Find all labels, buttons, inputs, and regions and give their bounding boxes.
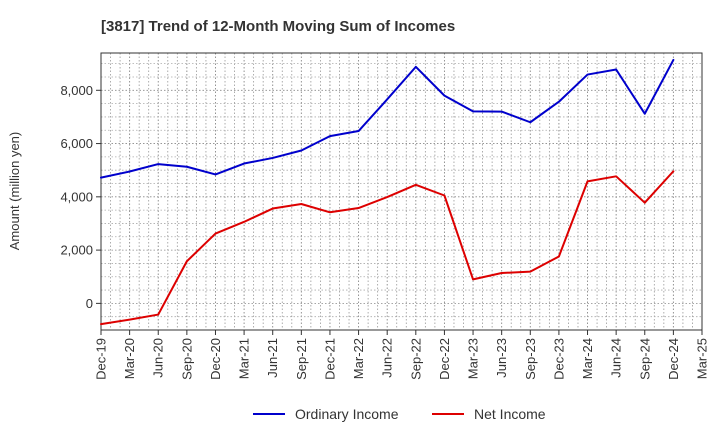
data-point: [129, 319, 131, 321]
x-tick-label: Mar-22: [351, 338, 366, 379]
x-tick-label: Dec-23: [551, 338, 566, 380]
data-point: [186, 260, 188, 262]
data-point: [186, 166, 188, 168]
x-tick-label: Jun-22: [380, 338, 395, 378]
x-tick-label: Dec-19: [94, 338, 109, 380]
x-tick-label: Sep-24: [637, 338, 652, 380]
x-tick-label: Mar-24: [580, 338, 595, 379]
x-tick-label: Sep-22: [408, 338, 423, 380]
data-point: [329, 211, 331, 213]
x-tick-label: Sep-21: [294, 338, 309, 380]
data-point: [529, 121, 531, 123]
x-tick-label: Dec-22: [437, 338, 452, 380]
data-point: [672, 170, 674, 172]
x-tick-label: Mar-25: [695, 338, 710, 379]
data-point: [644, 202, 646, 204]
data-point: [615, 175, 617, 177]
plot-frame: [100, 52, 703, 331]
data-point: [587, 74, 589, 76]
data-point: [272, 157, 274, 159]
data-point: [472, 278, 474, 280]
data-point: [358, 130, 360, 132]
data-point: [100, 177, 102, 179]
y-tick-label: 2,000: [60, 243, 93, 258]
x-tick-label: Dec-24: [666, 338, 681, 380]
data-point: [472, 110, 474, 112]
data-point: [214, 233, 216, 235]
y-tick-label: 0: [86, 296, 93, 311]
y-tick-label: 8,000: [60, 83, 93, 98]
data-point: [100, 323, 102, 325]
series-line-ordinary-income: [100, 58, 675, 179]
data-point: [644, 113, 646, 115]
data-point: [243, 221, 245, 223]
x-tick-label: Sep-20: [179, 338, 194, 380]
data-point: [415, 66, 417, 68]
plot-area: 0 2,000 4,000 6,000 8,000 Dec-19 Mar-20 Jun-20 S…: [60, 52, 710, 380]
x-tick-label: Jun-24: [609, 338, 624, 378]
data-point: [300, 203, 302, 205]
x-tick-label: Dec-20: [208, 338, 223, 380]
data-point: [558, 255, 560, 257]
data-point: [358, 207, 360, 209]
chart-title: [3817] Trend of 12-Month Moving Sum of I…: [101, 18, 455, 35]
data-point: [501, 272, 503, 274]
legend-label: Ordinary Income: [295, 406, 399, 422]
data-point: [129, 171, 131, 173]
data-point: [157, 163, 159, 165]
data-point: [214, 173, 216, 175]
y-tick-label: 4,000: [60, 189, 93, 204]
data-point: [243, 163, 245, 165]
x-tick-label: Sep-23: [523, 338, 538, 380]
data-point: [529, 271, 531, 273]
series-line-net-income: [100, 170, 675, 326]
data-point: [443, 194, 445, 196]
data-point: [329, 135, 331, 137]
data-point: [615, 69, 617, 71]
x-tick-label: Jun-23: [494, 338, 509, 378]
data-point: [386, 98, 388, 100]
x-tick-label: Jun-20: [151, 338, 166, 378]
x-tick-label: Dec-21: [322, 338, 337, 380]
data-point: [415, 184, 417, 186]
data-point: [300, 149, 302, 151]
data-point: [157, 314, 159, 316]
x-tick-label: Mar-21: [237, 338, 252, 379]
data-point: [558, 101, 560, 103]
data-point: [272, 208, 274, 210]
legend: Ordinary Income Net Income: [253, 406, 546, 422]
data-point: [443, 95, 445, 97]
x-tick-label: Jun-21: [265, 338, 280, 378]
data-point: [386, 196, 388, 198]
y-tick-label: 6,000: [60, 136, 93, 151]
data-point: [672, 59, 674, 61]
x-tick-label: Mar-20: [122, 338, 137, 379]
x-tick-label: Mar-23: [466, 338, 481, 379]
y-axis-label: Amount (million yen): [7, 132, 22, 251]
data-point: [587, 180, 589, 182]
legend-label: Net Income: [474, 406, 546, 422]
data-point: [501, 111, 503, 113]
